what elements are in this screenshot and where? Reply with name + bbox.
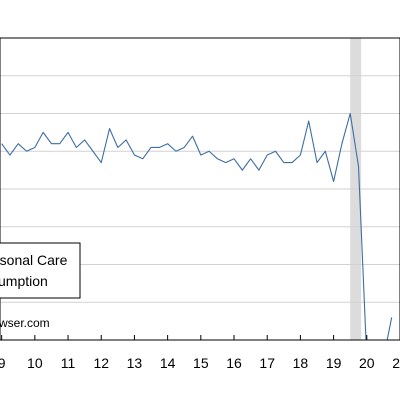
plot-frame [0, 37, 400, 341]
x-tick-label-10: 10 [27, 355, 43, 371]
source-label: wser.com [0, 316, 50, 330]
x-tick-label-20: 20 [359, 355, 375, 371]
x-tick-label-15: 15 [193, 355, 209, 371]
x-tick-label-19: 19 [326, 355, 342, 371]
series-line-0 [1, 112, 393, 340]
legend: rsonal Care umption [0, 242, 81, 299]
legend-text-line-1: rsonal Care [0, 252, 68, 268]
x-tick-label-16: 16 [226, 355, 242, 371]
legend-frame [0, 242, 81, 299]
x-tick-label-13: 13 [127, 355, 143, 371]
legend-text-line-2: umption [0, 273, 48, 289]
x-tick-label-18: 18 [293, 355, 309, 371]
x-tick-label-12: 12 [93, 355, 109, 371]
x-tick-label-21: 21 [392, 355, 400, 371]
x-tick-label-17: 17 [259, 355, 275, 371]
x-tick-label-11: 11 [61, 355, 76, 371]
x-tick-label-9: 9 [0, 355, 6, 371]
x-axis-ticks: 9 10 11 12 13 14 15 16 17 18 19 20 21 [0, 335, 400, 371]
series-layer [1, 112, 393, 340]
x-tick-label-14: 14 [160, 355, 176, 371]
